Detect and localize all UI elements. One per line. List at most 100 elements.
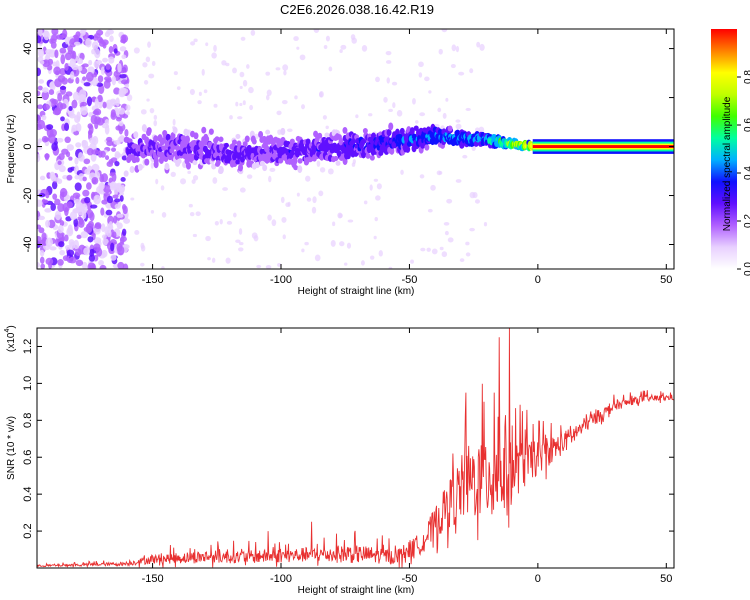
spectrogram-faint-spot: [306, 197, 312, 202]
spectrogram-noise-cell: [113, 215, 118, 224]
spectrogram-ridge-cell: [235, 159, 241, 165]
spectrogram-ridge-cell: [211, 163, 217, 170]
spectrogram-noise-cell: [82, 189, 90, 197]
spectrogram-noise-cell: [38, 227, 45, 234]
spectrogram-noise-cell: [117, 245, 125, 256]
spectrogram-faint-spot: [385, 60, 392, 64]
spectrogram-faint-spot: [355, 114, 359, 119]
spectrogram-noise-cell: [46, 124, 54, 130]
spectrogram-noise-cell: [60, 54, 66, 65]
spectrogram-faint-spot: [299, 54, 306, 61]
spectrogram-noise-cell: [44, 208, 52, 213]
spectrogram-faint-spot: [246, 174, 253, 179]
spectrogram-ridge-cell: [386, 128, 392, 137]
spectrogram-noise-cell: [51, 34, 58, 41]
spectrogram-ridge-cell: [223, 142, 229, 148]
spectrogram-noise-cell: [106, 195, 114, 204]
spectrogram-faint-spot: [426, 247, 431, 252]
spectrogram-noise-cell: [48, 89, 55, 96]
spectrogram-noise-cell: [58, 241, 65, 248]
spectrogram-noise-cell: [38, 79, 45, 84]
spectrogram-faint-spot: [360, 260, 365, 266]
spectrogram-noise-cell: [58, 153, 65, 161]
spectrogram-noise-cell: [63, 196, 69, 202]
spectrogram-noise-cell: [83, 82, 91, 87]
spectrogram-noise-cell: [43, 137, 50, 142]
spectrogram-noise-cell: [100, 223, 106, 233]
spectrogram-ridge-cell: [280, 127, 286, 136]
spectrogram-noise-cell: [100, 66, 106, 76]
spectrogram-faint-spot: [240, 36, 246, 41]
spectrogram-noise-cell: [38, 29, 43, 37]
spectrogram-faint-spot: [265, 265, 272, 269]
spectrogram-noise-cell: [61, 148, 69, 155]
spectrogram-faint-spot: [455, 179, 462, 183]
spectrogram-noise-cell: [59, 85, 67, 90]
spectrogram-x-axis: -150 -100 -50 0 50: [142, 29, 672, 286]
spectrogram-faint-spot: [385, 51, 392, 56]
snr-x-label: Height of straight line (km): [298, 585, 415, 596]
spectrogram-noise-cell: [83, 158, 91, 165]
spectrogram-noise-cell: [87, 236, 94, 243]
spectrogram-faint-spot: [343, 262, 348, 266]
spectrogram-faint-spot: [150, 161, 154, 169]
spectrogram-faint-spot: [322, 115, 327, 120]
spectrogram-faint-spot: [438, 48, 443, 55]
spectrogram-noise-cell: [67, 224, 73, 235]
spectrogram-faint-spot: [155, 178, 159, 185]
spectrogram-faint-spot: [287, 201, 291, 207]
spectrogram-faint-spot: [305, 175, 311, 182]
spectrogram-ridge-cell: [192, 159, 198, 166]
spectrogram-faint-spot: [133, 47, 140, 54]
spectrogram-faint-spot: [238, 242, 244, 246]
spectrogram-faint-spot: [346, 242, 352, 249]
snr-y-tick-label: 0.2: [22, 523, 34, 538]
spectrogram-faint-spot: [294, 95, 298, 100]
spectrogram-noise-cell: [86, 182, 92, 190]
spectrogram-noise-cell: [60, 116, 65, 122]
snr-y-tick-label: 1.2: [22, 339, 34, 354]
spectrogram-faint-spot: [191, 179, 196, 184]
spectrogram-noise-cell: [94, 48, 101, 59]
spectrogram-noise-cell: [108, 221, 113, 230]
spectrogram-noise-cell: [49, 81, 55, 89]
spectrogram-faint-spot: [441, 29, 448, 33]
spectrogram-faint-spot: [314, 254, 321, 262]
spectrogram-faint-spot: [319, 167, 326, 173]
spectrogram-faint-spot: [445, 97, 449, 102]
spectrogram-noise-cell: [40, 263, 46, 269]
spectrogram-noise-cell: [73, 41, 81, 46]
spectrogram-noise-cell: [69, 211, 78, 221]
spectrogram-faint-spot: [242, 100, 246, 106]
spectrogram-noise-cell: [99, 264, 107, 269]
spectrogram-faint-spot: [419, 112, 426, 117]
spectrogram-y-label: Frequency (Hz): [6, 115, 17, 184]
spectrogram-ridge-cell: [424, 144, 430, 151]
spectrogram-noise-cell: [101, 249, 108, 258]
spectrogram-ridge-cell: [447, 125, 453, 132]
spectrogram-noise-cell: [41, 199, 49, 204]
spectrogram-faint-spot: [195, 211, 201, 217]
spectrogram-faint-spot: [201, 68, 205, 76]
spectrogram-ridge-cell: [213, 137, 219, 144]
spectrogram-noise-cell: [84, 196, 91, 204]
spectrogram-faint-spot: [388, 108, 394, 113]
spectrogram-faint-spot: [242, 79, 248, 87]
spectrogram-faint-spot: [352, 159, 356, 164]
spectrogram-noise-cell: [85, 38, 92, 48]
spectrogram-faint-spot: [214, 221, 219, 226]
snr-y-axis: 0.2 0.4 0.6 0.8 1.0 1.2: [22, 339, 674, 539]
snr-y-tick-label: 0.8: [22, 413, 34, 428]
spectrogram-faint-spot: [153, 114, 158, 121]
spectrogram-ridge-cell: [297, 158, 303, 164]
spectrogram-ridge-cell: [317, 132, 323, 139]
spectrogram-noise-cell: [73, 218, 79, 227]
spectrogram-noise-cell: [62, 174, 68, 180]
spectrogram-noise-cell: [121, 155, 128, 161]
spectrogram-noise-cell: [64, 52, 72, 61]
spectrogram-noise-cell: [41, 87, 49, 93]
spectrogram-noise-cell: [111, 75, 117, 86]
spectrogram-faint-spot: [439, 246, 444, 251]
spectrogram-faint-spot: [363, 200, 368, 205]
